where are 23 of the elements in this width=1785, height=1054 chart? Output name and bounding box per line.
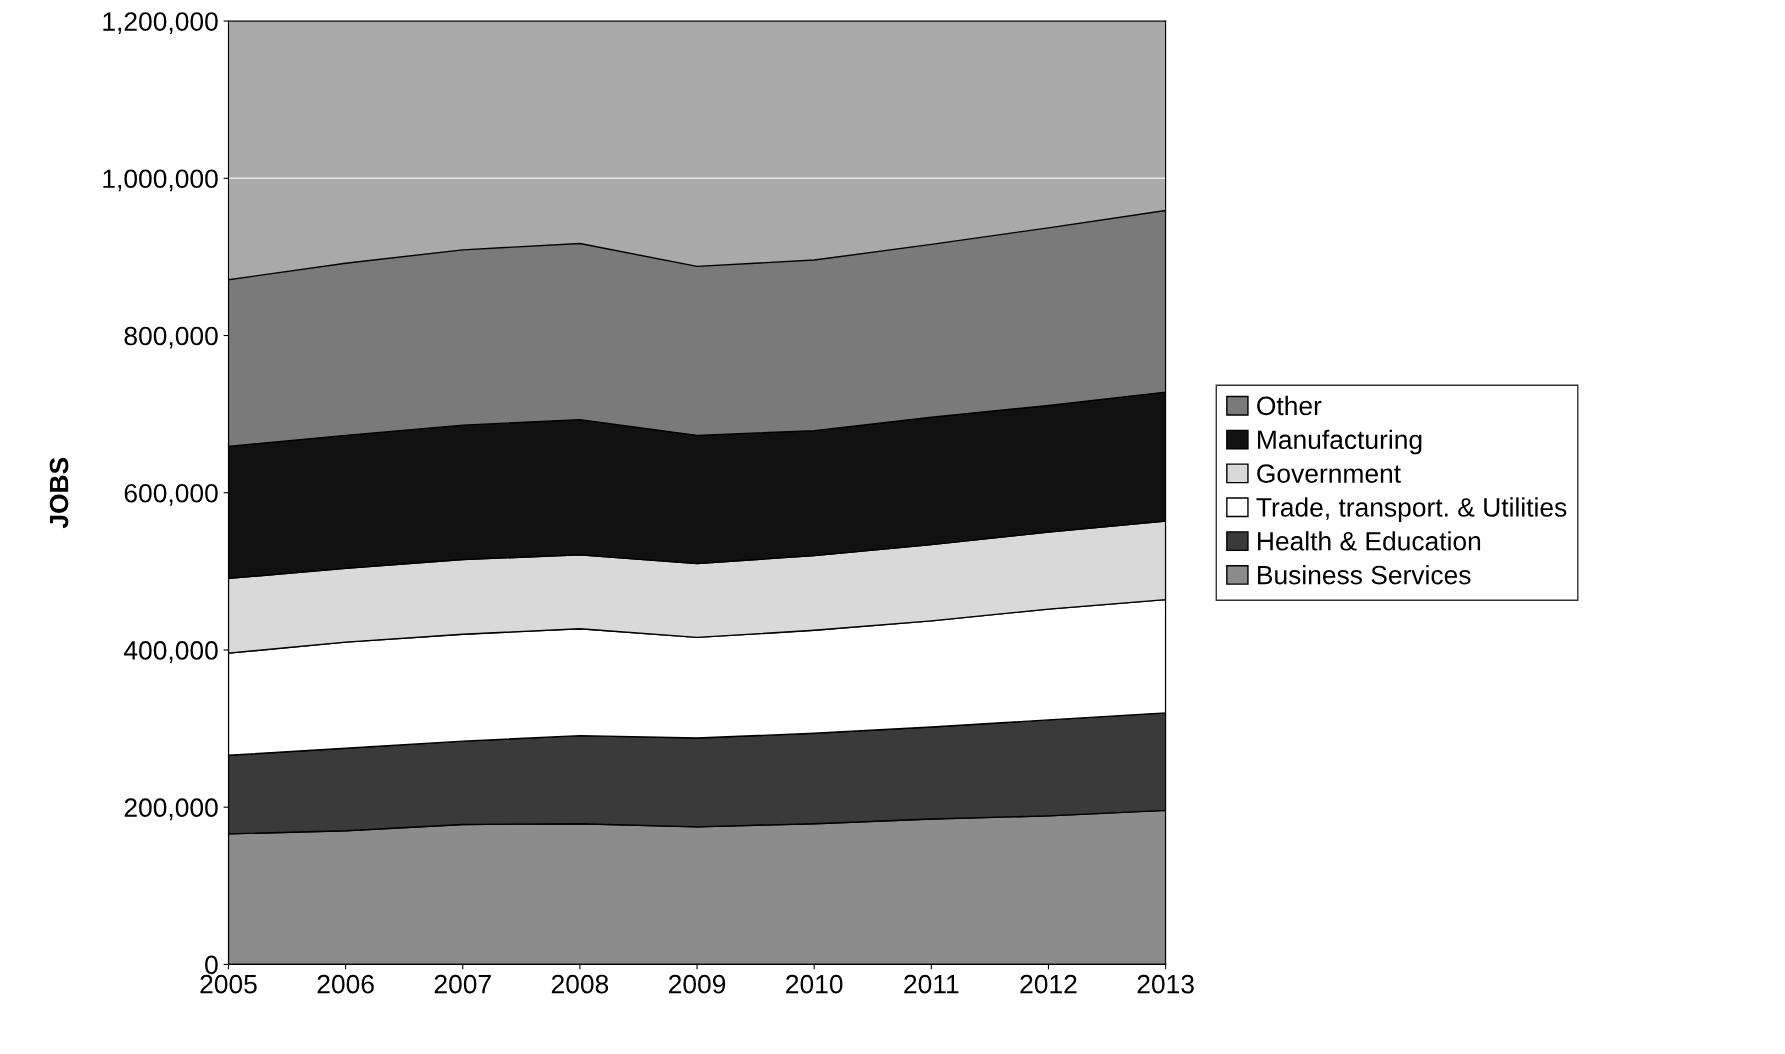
legend-label: Business Services bbox=[1258, 565, 1471, 585]
legend-label: Trade, transport. & Utilities bbox=[1256, 497, 1567, 522]
x-tick-label: 2011 bbox=[904, 974, 959, 994]
y-tick-label: 400,000 bbox=[123, 641, 218, 663]
y-tick-label: 600,000 bbox=[124, 483, 218, 506]
x-tick-label: 2012 bbox=[1020, 974, 1077, 994]
y-axis-title: JOBS bbox=[49, 457, 69, 529]
y-tick-label: 1,000,000 bbox=[103, 169, 218, 192]
x-tick-label: 2009 bbox=[669, 974, 726, 994]
y-tick-label: 0 bbox=[205, 955, 218, 975]
legend-label: Other bbox=[1257, 395, 1322, 416]
y-tick-label: 800,000 bbox=[124, 326, 218, 349]
legend-label: Health & Education bbox=[1258, 531, 1481, 551]
x-tick-label: 2008 bbox=[551, 974, 609, 994]
x-tick-label: 2006 bbox=[317, 974, 374, 994]
x-tick-label: 2005 bbox=[200, 974, 257, 994]
legend-label: Government bbox=[1257, 464, 1401, 483]
x-tick-label: 2007 bbox=[434, 974, 491, 994]
x-tick-label: 2010 bbox=[786, 974, 843, 994]
y-tick-label: 200,000 bbox=[124, 798, 218, 821]
y-tick-label: 1,200,000 bbox=[103, 12, 218, 35]
legend-label: Manufacturing bbox=[1258, 429, 1422, 455]
x-tick-label: 2013 bbox=[1137, 974, 1194, 994]
